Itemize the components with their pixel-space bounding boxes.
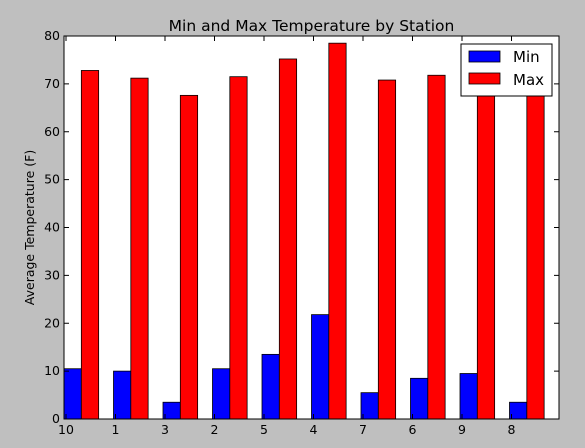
y-ticks: 0 10 20 30 40 50 60 70 80 bbox=[44, 28, 559, 426]
y-tick-label: 0 bbox=[52, 411, 60, 426]
legend-label-min: Min bbox=[513, 48, 540, 66]
bar-max-3 bbox=[179, 94, 199, 420]
x-tick-label: 6 bbox=[409, 422, 417, 437]
y-tick-label: 70 bbox=[44, 76, 60, 91]
bar-min-3 bbox=[162, 401, 181, 420]
bar-max-9 bbox=[476, 81, 496, 420]
bar-min-4 bbox=[311, 314, 330, 420]
y-tick-label: 50 bbox=[44, 172, 60, 187]
bar-max-1 bbox=[130, 77, 149, 420]
y-tick-label: 60 bbox=[44, 124, 60, 139]
y-tick-label: 40 bbox=[44, 220, 60, 235]
legend-swatch-max bbox=[468, 72, 501, 85]
bar-min-2 bbox=[212, 368, 231, 420]
x-ticks: 10 1 3 2 5 4 7 6 9 8 bbox=[58, 36, 516, 437]
bar-max-7 bbox=[377, 79, 397, 420]
x-tick-label: 8 bbox=[508, 422, 516, 437]
x-tick-label: 4 bbox=[310, 422, 318, 437]
bar-max-6 bbox=[427, 74, 446, 420]
bar-min-8 bbox=[509, 401, 528, 420]
bar-min-6 bbox=[410, 377, 429, 420]
bar-max-10 bbox=[80, 70, 100, 420]
bar-min-5 bbox=[261, 353, 280, 420]
bar-min-1 bbox=[113, 370, 132, 420]
y-tick-label: 20 bbox=[44, 315, 60, 330]
x-tick-label: 7 bbox=[359, 422, 367, 437]
bar-max-4 bbox=[328, 42, 347, 420]
chart-title: Min and Max Temperature by Station bbox=[169, 17, 455, 35]
plot-frame bbox=[63, 35, 560, 420]
bar-max-8 bbox=[526, 85, 545, 420]
x-tick-label: 10 bbox=[58, 422, 74, 437]
x-tick-label: 5 bbox=[260, 422, 268, 437]
bar-min-10 bbox=[63, 368, 82, 420]
bar-min-7 bbox=[360, 392, 379, 420]
y-axis-label: Average Temperature (F) bbox=[22, 150, 37, 305]
y-tick-label: 10 bbox=[44, 363, 60, 378]
legend-label-max: Max bbox=[513, 71, 544, 89]
bar-max-5 bbox=[278, 58, 298, 420]
bar-max-2 bbox=[229, 76, 248, 420]
bar-min-9 bbox=[459, 373, 478, 420]
y-tick-label: 80 bbox=[44, 28, 60, 43]
y-tick-label: 30 bbox=[44, 267, 60, 282]
legend-swatch-min bbox=[468, 50, 501, 63]
legend: Min Max bbox=[460, 43, 553, 97]
x-tick-label: 1 bbox=[112, 422, 120, 437]
x-tick-label: 3 bbox=[161, 422, 169, 437]
x-tick-label: 9 bbox=[458, 422, 466, 437]
x-tick-label: 2 bbox=[211, 422, 219, 437]
